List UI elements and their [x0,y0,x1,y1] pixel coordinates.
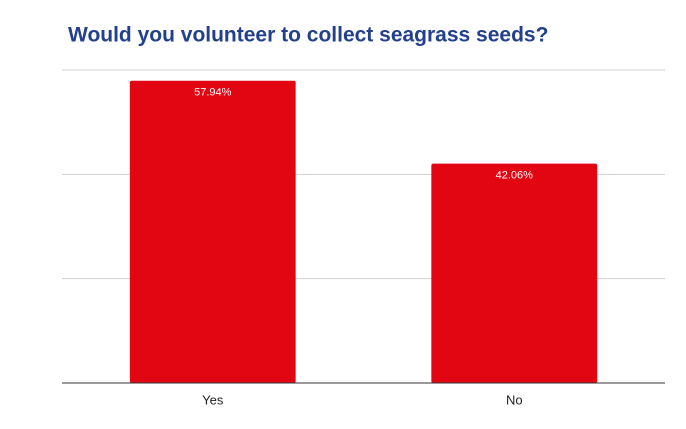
data-label: 42.06% [496,169,534,181]
bar [129,80,296,383]
chart-title: Would you volunteer to collect seagrass … [68,24,548,47]
x-tick-label: No [506,392,523,407]
data-label: 57.94% [194,87,232,99]
bar [431,163,598,383]
x-tick-label: Yes [202,392,224,407]
